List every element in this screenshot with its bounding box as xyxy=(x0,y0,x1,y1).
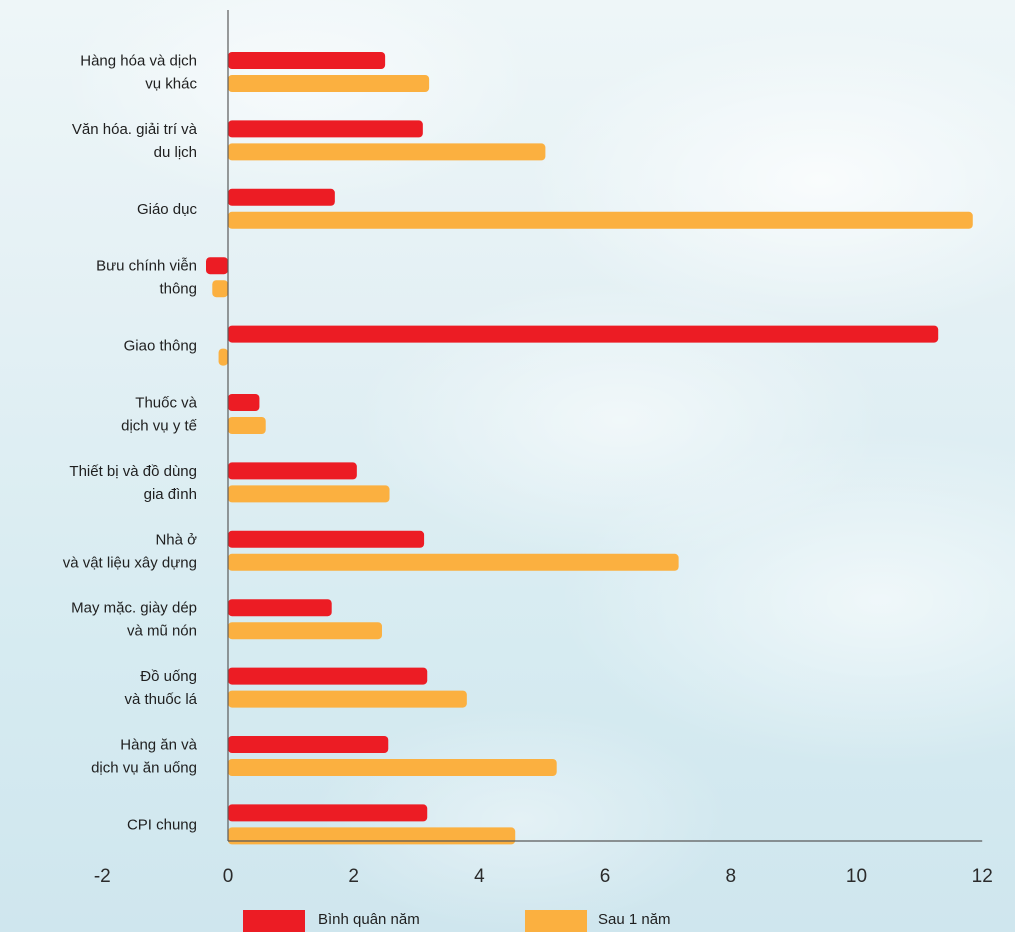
bar-binh-quan-nam xyxy=(228,530,425,548)
bar-sau-1-nam xyxy=(212,280,228,298)
category-label: Văn hóa. giải trí và xyxy=(72,121,198,138)
category-label: Nhà ở xyxy=(155,531,197,548)
bar-binh-quan-nam xyxy=(228,188,335,206)
category-label: gia đình xyxy=(144,486,197,503)
bar-sau-1-nam xyxy=(228,75,430,92)
category-label: CPI chung xyxy=(127,816,197,833)
category-label: dịch vụ ăn uống xyxy=(91,760,197,777)
legend-swatch-binh-quan-nam xyxy=(243,910,305,932)
category-label: Thuốc và xyxy=(135,395,197,412)
x-tick-label: 0 xyxy=(223,866,234,887)
bar-sau-1-nam xyxy=(228,690,467,708)
bar-sau-1-nam xyxy=(218,348,228,366)
bar-binh-quan-nam xyxy=(206,257,228,275)
legend-label-binh-quan-nam: Bình quân năm xyxy=(318,911,420,928)
category-label: dịch vụ y tế xyxy=(121,418,198,435)
bar-sau-1-nam xyxy=(228,827,516,845)
bar-sau-1-nam xyxy=(228,553,679,571)
bar-binh-quan-nam xyxy=(228,52,386,69)
bar-binh-quan-nam xyxy=(228,804,428,822)
x-tick-label: 6 xyxy=(600,866,611,887)
legend-label-sau-1-nam: Sau 1 năm xyxy=(598,911,671,928)
category-label: vụ khác xyxy=(145,76,197,93)
category-label: Thiết bị và đồ dùng xyxy=(69,463,197,480)
category-label: Đồ uống xyxy=(140,668,197,685)
category-label: Hàng hóa và dịch xyxy=(80,53,197,70)
x-tick-label: 4 xyxy=(474,866,485,887)
category-label: và mũ nón xyxy=(127,623,197,640)
x-tick-label: 12 xyxy=(972,866,993,887)
category-label: Bưu chính viễn xyxy=(96,258,197,275)
bar-sau-1-nam xyxy=(228,485,390,503)
bar-binh-quan-nam xyxy=(228,394,260,411)
bar-sau-1-nam xyxy=(228,622,382,640)
category-label: thông xyxy=(159,281,197,298)
x-tick-label: 2 xyxy=(348,866,359,887)
category-label: May mặc. giày dép xyxy=(71,600,197,617)
category-label: và vật liệu xây dựng xyxy=(63,554,197,571)
category-label: Hàng ăn và xyxy=(120,737,197,754)
bar-sau-1-nam xyxy=(228,143,546,161)
x-tick-label: 10 xyxy=(846,866,867,887)
category-label: Giáo dục xyxy=(137,201,198,218)
bar-binh-quan-nam xyxy=(228,667,428,685)
bar-binh-quan-nam xyxy=(228,462,357,480)
category-label: và thuốc lá xyxy=(124,691,197,708)
bars-group xyxy=(206,52,973,845)
category-labels: Hàng hóa và dịch vụ khác Văn hóa. giải trí… xyxy=(63,53,198,834)
category-label: Giao thông xyxy=(124,338,197,355)
bar-binh-quan-nam xyxy=(228,736,389,753)
legend-swatch-sau-1-nam xyxy=(525,910,587,932)
x-tick-label: 8 xyxy=(726,866,737,887)
bar-binh-quan-nam xyxy=(228,120,423,138)
axes-group: -2 0 2 4 6 8 10 12 xyxy=(94,10,993,887)
category-label: du lịch xyxy=(154,144,197,161)
bar-sau-1-nam xyxy=(228,417,266,434)
bar-binh-quan-nam xyxy=(228,599,332,617)
legend: Bình quân năm Sau 1 năm xyxy=(243,910,671,932)
bar-sau-1-nam xyxy=(228,759,557,776)
x-tick-label: -2 xyxy=(94,866,111,887)
bar-binh-quan-nam xyxy=(228,325,939,343)
bar-sau-1-nam xyxy=(228,211,973,229)
